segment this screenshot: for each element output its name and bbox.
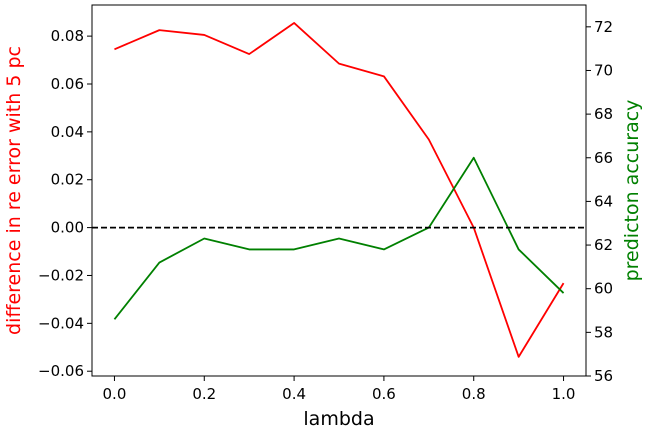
- x-tick-label: 0.6: [372, 385, 396, 403]
- left-y-tick-label: 0.04: [51, 123, 84, 141]
- left-y-tick-label: −0.06: [38, 362, 84, 380]
- x-tick-label: 0.2: [192, 385, 216, 403]
- plot-frame: [91, 4, 587, 377]
- x-tick-label: 0.4: [282, 385, 306, 403]
- x-axis-title: lambda: [303, 408, 374, 430]
- right-y-tick-label: 66: [594, 149, 613, 167]
- right-axis-series-line: [113, 156, 565, 320]
- right-y-tick-label: 64: [594, 192, 613, 210]
- left-y-tick-label: −0.04: [38, 314, 84, 332]
- right-y-tick-label: 58: [594, 323, 613, 341]
- right-y-tick-label: 72: [594, 18, 613, 36]
- x-tick-label: 0.8: [462, 385, 486, 403]
- x-tick-label: 0.0: [103, 385, 127, 403]
- left-y-tick-label: 0.02: [51, 171, 84, 189]
- right-y-axis-ticks: 56 58 60 62 64 66 68 70 72: [586, 18, 613, 385]
- left-y-tick-label: 0.08: [51, 27, 84, 45]
- right-y-tick-label: 68: [594, 105, 613, 123]
- plot-series: [92, 22, 586, 358]
- left-y-axis-ticks: −0.06 −0.04 −0.02 0.00 0.02 0.04 0.06 0.08: [38, 27, 92, 380]
- right-y-tick-label: 56: [594, 367, 613, 385]
- left-y-axis-title: difference in re error with 5 pc: [3, 46, 25, 335]
- x-axis-ticks: 0.0 0.2 0.4 0.6 0.8 1.0: [103, 376, 576, 403]
- left-y-tick-label: 0.06: [51, 75, 84, 93]
- right-y-tick-label: 60: [594, 280, 613, 298]
- right-y-tick-label: 70: [594, 61, 613, 79]
- left-axis-series-line: [114, 22, 565, 358]
- x-tick-label: 1.0: [552, 385, 576, 403]
- right-y-axis-title: predicton accuracy: [621, 100, 643, 282]
- right-y-tick-label: 62: [594, 236, 613, 254]
- left-y-tick-label: 0.00: [51, 219, 84, 237]
- left-y-tick-label: −0.02: [38, 266, 84, 284]
